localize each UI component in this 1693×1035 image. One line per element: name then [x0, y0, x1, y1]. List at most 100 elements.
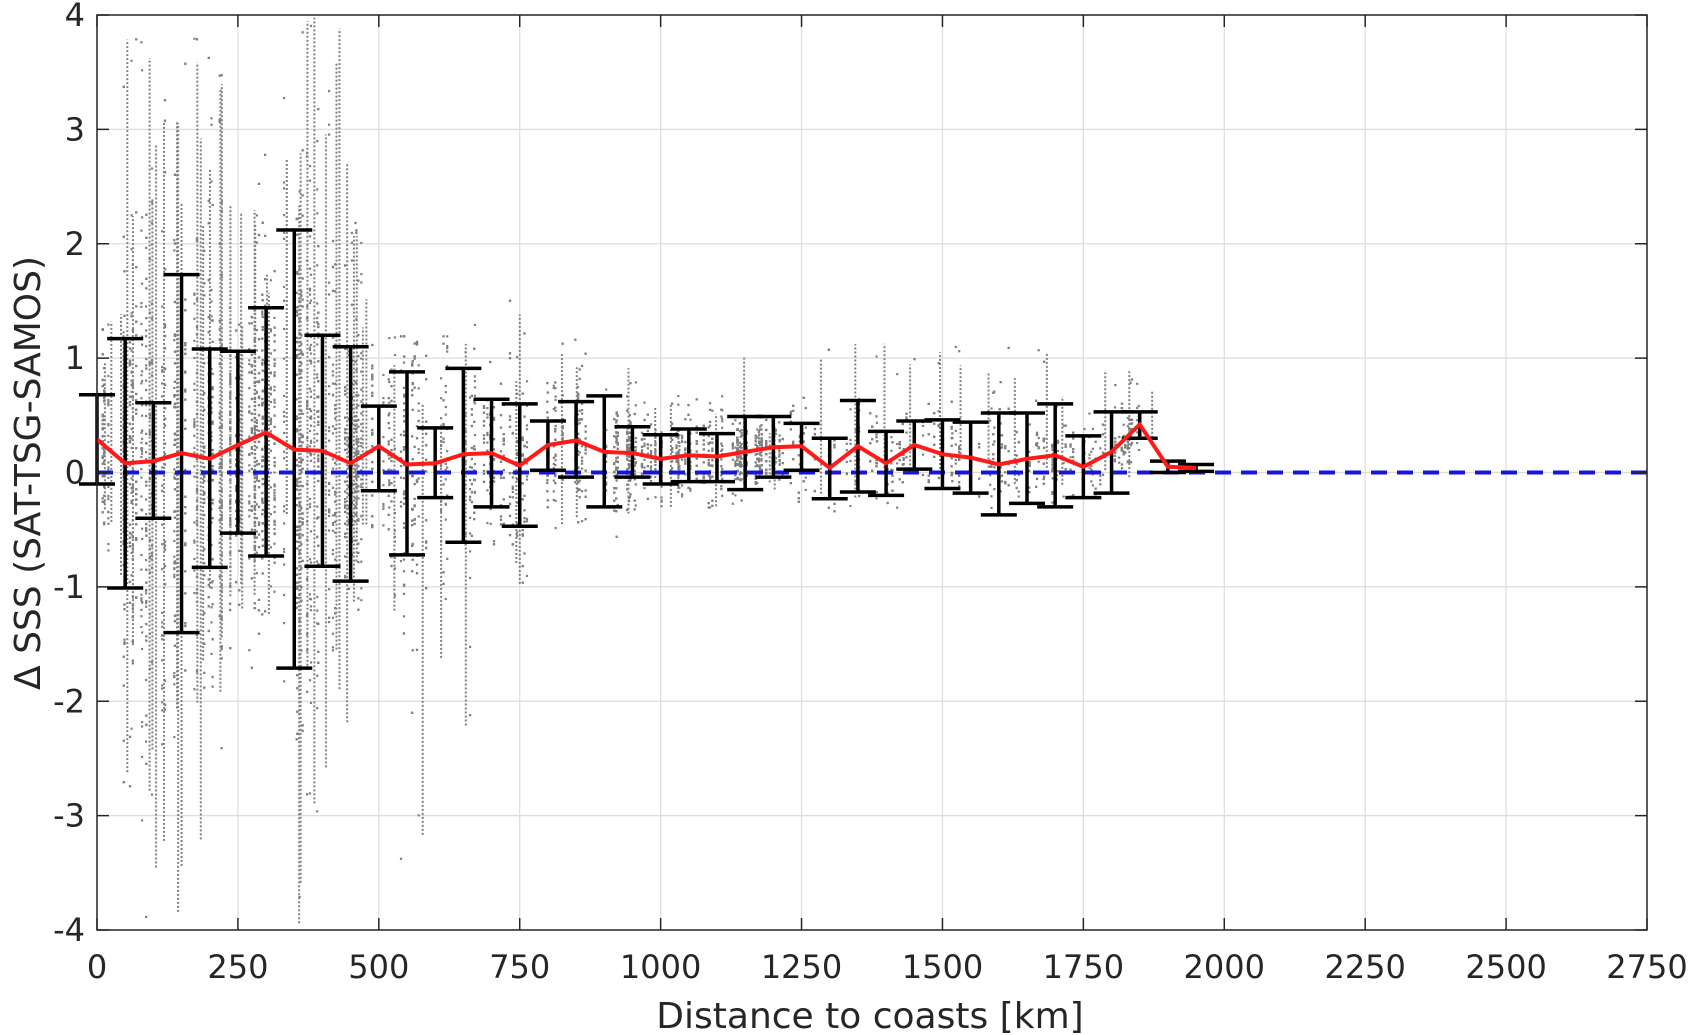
scatter-point — [654, 449, 657, 452]
scatter-point — [135, 480, 138, 483]
scatter-point — [754, 440, 757, 443]
scatter-point — [140, 456, 143, 459]
scatter-point — [210, 606, 213, 609]
scatter-point — [402, 430, 405, 433]
scatter-point — [123, 608, 126, 611]
scatter-point — [546, 416, 549, 419]
scatter-point — [393, 529, 396, 532]
scatter-point — [950, 465, 953, 468]
scatter-point — [257, 609, 261, 612]
scatter-point — [283, 432, 286, 435]
scatter-point — [250, 509, 253, 512]
scatter-point — [193, 424, 196, 427]
scatter-point — [354, 475, 357, 478]
scatter-point — [357, 475, 360, 478]
scatter-point — [486, 521, 489, 525]
scatter-point — [273, 364, 276, 368]
scatter-point — [101, 435, 104, 438]
scatter-point — [1028, 464, 1031, 467]
scatter-point — [283, 510, 286, 513]
scatter-point — [150, 317, 154, 320]
scatter-point — [210, 300, 213, 303]
scatter-point — [123, 603, 126, 606]
scatter-point — [1051, 446, 1054, 449]
scatter-point — [677, 465, 680, 468]
scatter-point — [1051, 477, 1054, 480]
scatter-point — [702, 477, 705, 480]
scatter-point — [756, 458, 759, 461]
scatter-point — [613, 418, 616, 421]
scatter-point — [207, 629, 210, 633]
scatter-point — [141, 819, 144, 822]
scatter-point — [1017, 441, 1020, 444]
scatter-point — [161, 638, 164, 641]
scatter-point — [738, 446, 741, 449]
scatter-point — [402, 402, 406, 405]
scatter-point — [295, 504, 298, 507]
scatter-point — [145, 559, 148, 562]
scatter-point — [334, 520, 337, 523]
scatter-point — [261, 544, 264, 547]
scatter-point — [283, 415, 286, 418]
scatter-point — [145, 513, 148, 516]
scatter-point — [248, 347, 251, 351]
scatter-point — [355, 559, 358, 562]
scatter-point — [107, 440, 110, 444]
scatter-point — [101, 415, 104, 418]
scatter-point — [257, 462, 261, 466]
scatter-point — [731, 492, 734, 495]
scatter-point — [399, 335, 403, 338]
scatter-point — [273, 494, 276, 497]
scatter-point — [1136, 419, 1139, 422]
scatter-point — [1114, 451, 1117, 454]
scatter-point — [849, 459, 852, 463]
scatter-point — [399, 465, 403, 468]
scatter-point — [605, 489, 608, 492]
scatter-point — [605, 455, 608, 458]
scatter-point — [643, 418, 646, 421]
scatter-point — [161, 684, 164, 687]
scatter-point — [702, 448, 705, 451]
scatter-point — [756, 428, 759, 431]
scatter-point — [687, 486, 690, 489]
scatter-point — [257, 546, 261, 549]
scatter-point — [140, 476, 143, 479]
scatter-point — [300, 471, 303, 474]
scatter-point — [411, 394, 414, 397]
scatter-point — [525, 428, 529, 431]
scatter-point — [283, 622, 286, 625]
scatter-point — [734, 460, 737, 463]
scatter-point — [486, 433, 489, 437]
scatter-point — [411, 558, 414, 561]
scatter-point — [1035, 444, 1039, 447]
scatter-point — [626, 446, 629, 449]
scatter-point — [546, 499, 549, 502]
scatter-point — [235, 534, 238, 537]
scatter-point — [634, 446, 637, 449]
scatter-point — [210, 315, 213, 318]
scatter-point — [411, 435, 414, 438]
scatter-point — [411, 458, 414, 461]
scatter-point — [677, 437, 680, 440]
scatter-point — [473, 323, 476, 326]
scatter-point — [269, 400, 272, 404]
scatter-point — [184, 669, 187, 672]
scatter-point — [283, 97, 286, 100]
scatter-point — [402, 570, 406, 573]
scatter-point — [210, 439, 213, 442]
scatter-point — [525, 475, 529, 478]
scatter-point — [875, 491, 879, 494]
scatter-point — [283, 563, 286, 566]
scatter-point — [207, 331, 210, 334]
scatter-point — [446, 365, 449, 368]
scatter-point — [1035, 399, 1038, 402]
scatter-point — [130, 437, 133, 440]
scatter-point — [442, 437, 445, 440]
scatter-point — [273, 542, 276, 545]
scatter-point — [626, 458, 629, 461]
scatter-point — [235, 501, 238, 504]
scatter-point — [301, 517, 304, 520]
scatter-point — [140, 554, 143, 557]
scatter-point — [248, 410, 251, 413]
scatter-point — [937, 476, 940, 480]
